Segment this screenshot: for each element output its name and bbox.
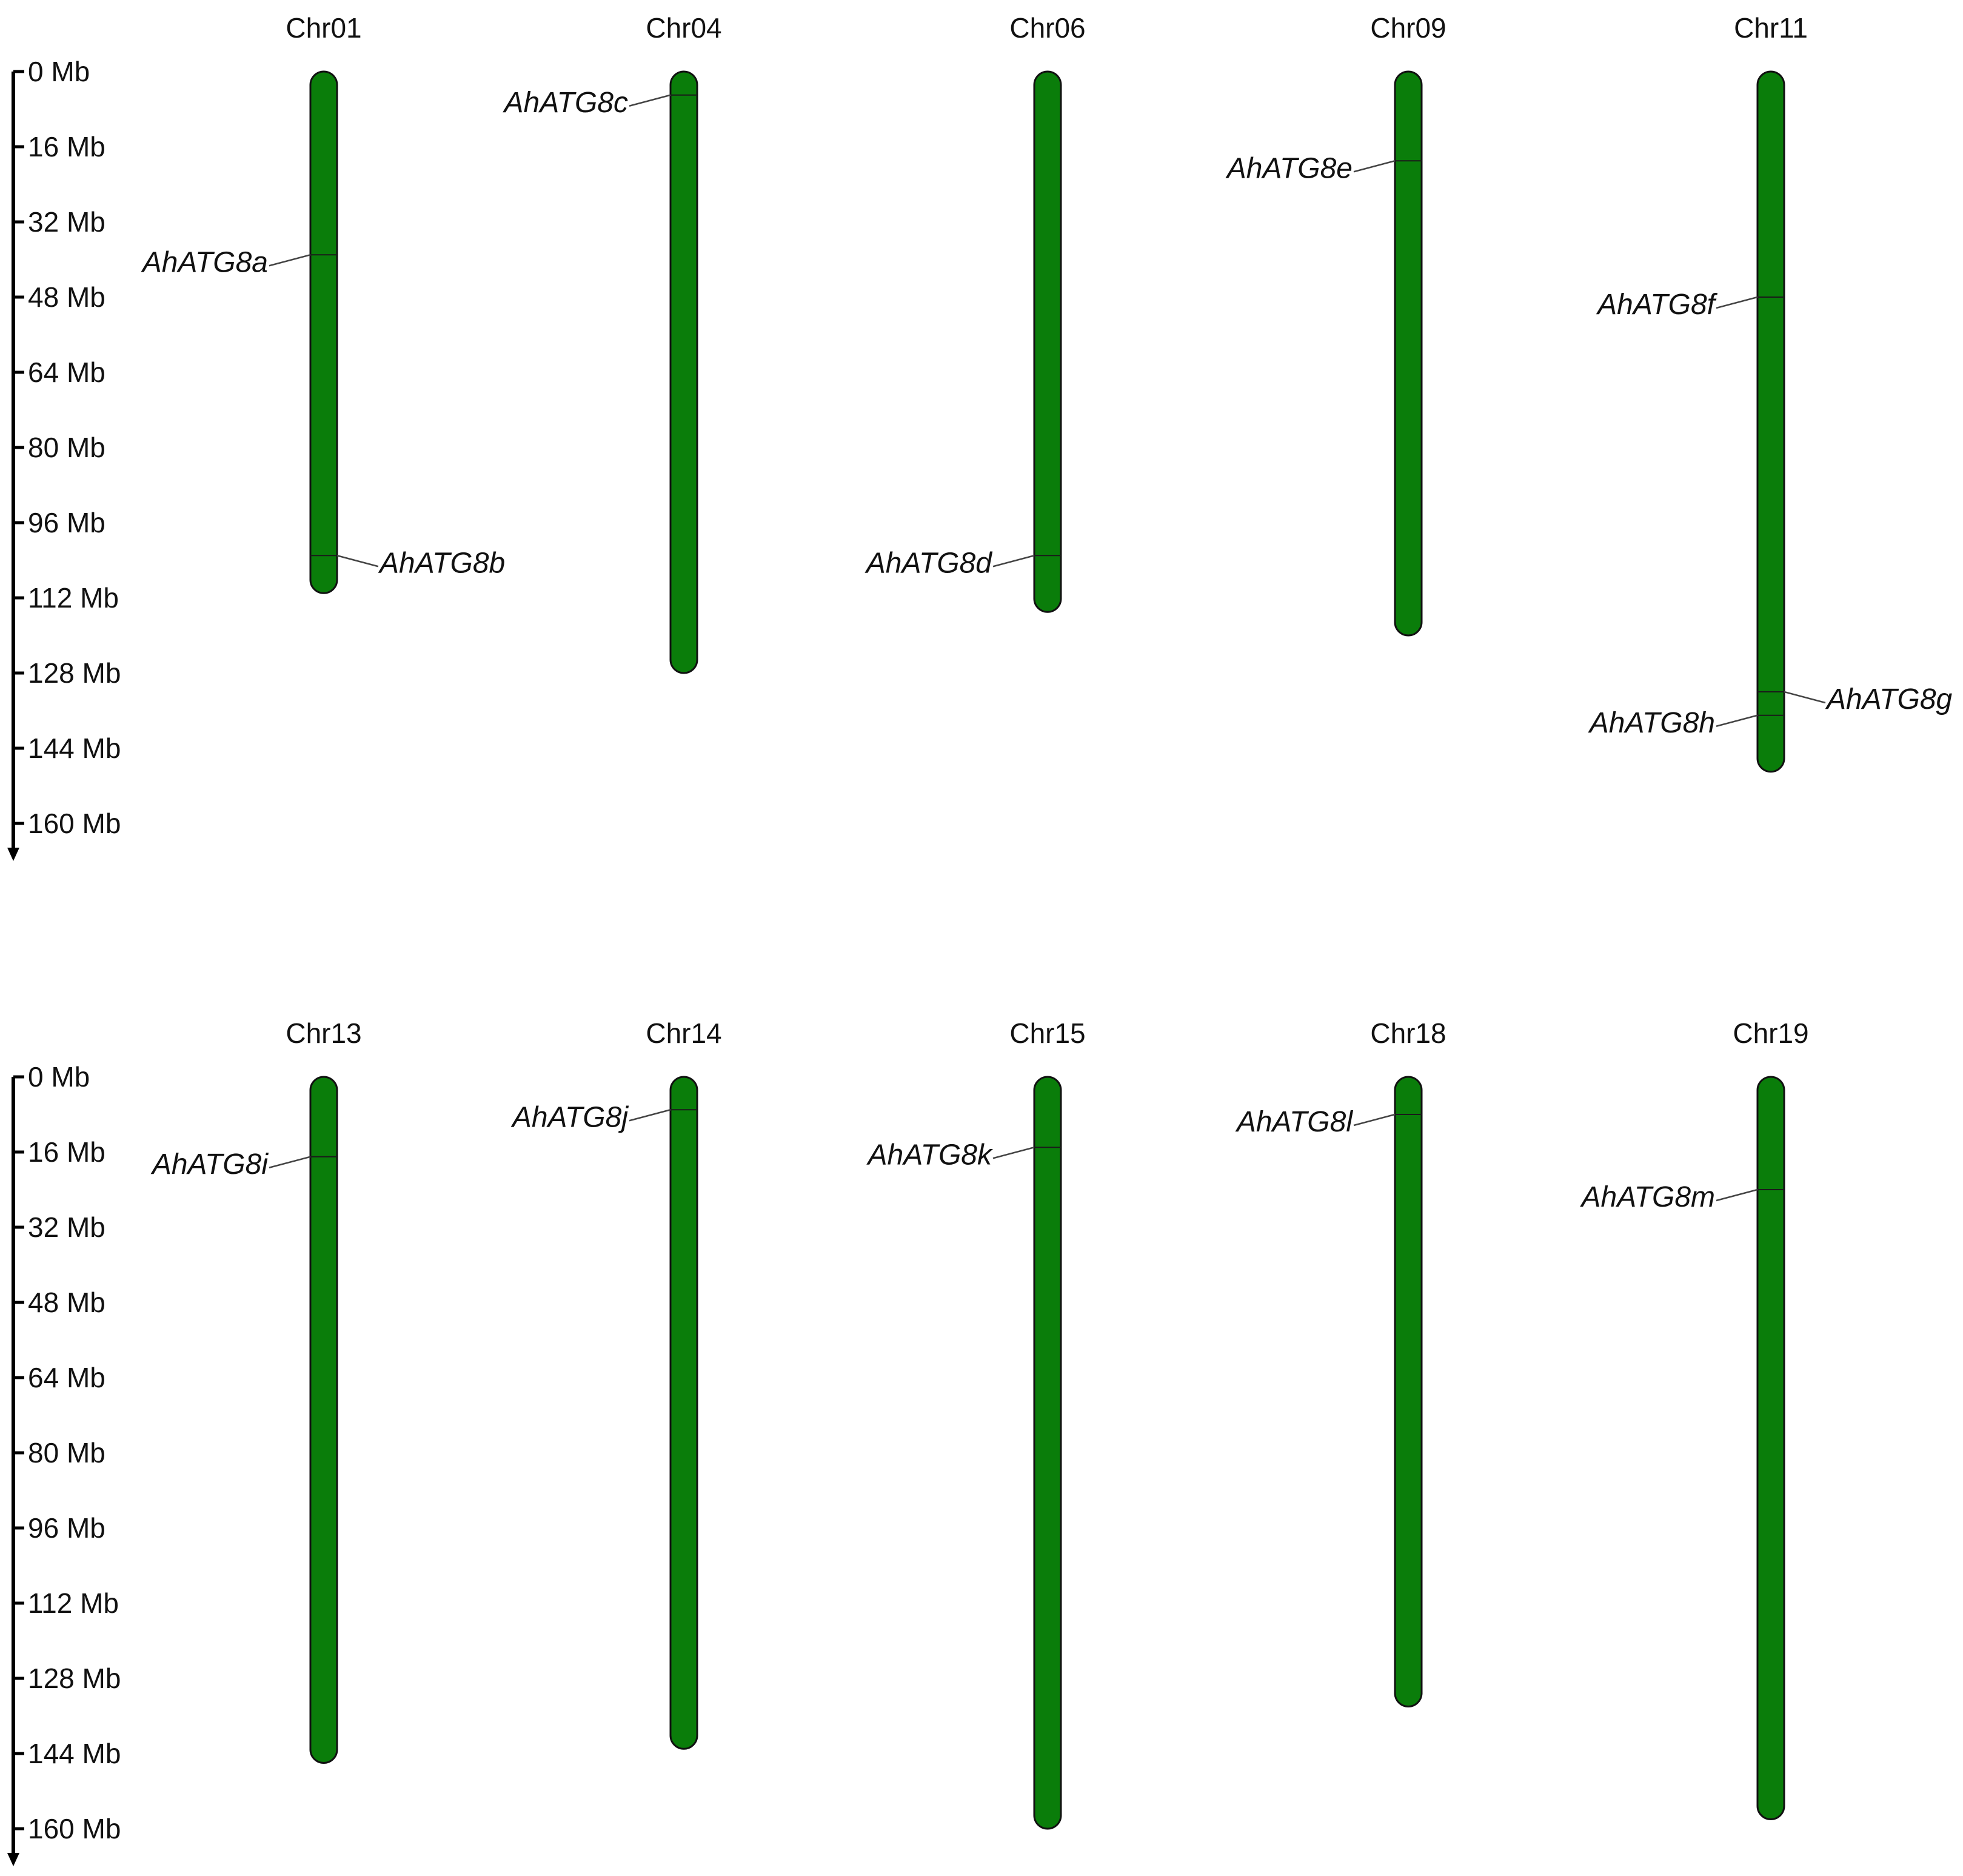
gene-connector [629, 1109, 671, 1122]
gene-label: AhATG8h [1588, 707, 1715, 739]
gene-connector [992, 1147, 1035, 1159]
gene-label: AhATG8i [150, 1148, 269, 1181]
gene-label: AhATG8e [1225, 152, 1353, 184]
axis-tick-label: 80 Mb [28, 432, 105, 463]
axis-tick-label: 128 Mb [28, 1663, 121, 1694]
gene-connector [629, 94, 671, 107]
gene-label: AhATG8f [1596, 289, 1718, 321]
axis-tick-label: 64 Mb [28, 1362, 105, 1393]
gene-label: AhATG8b [378, 547, 505, 579]
gene-label: AhATG8g [1825, 683, 1953, 715]
axis-tick-label: 32 Mb [28, 206, 105, 238]
chromosome-chr14: Chr14 AhATG8j [510, 1017, 722, 1750]
axis-tick-label: 128 Mb [28, 657, 121, 689]
chromosome-bar [1756, 70, 1785, 773]
axis-tick-label: 144 Mb [28, 1738, 121, 1769]
gene-connector [1353, 160, 1396, 173]
chromosome-chr11: Chr11 AhATG8f AhATG8g AhATG8h [1588, 12, 1953, 773]
chromosome-bar [309, 70, 338, 594]
chromosome-chr09: Chr09 AhATG8e [1225, 12, 1446, 637]
chromosome-bar [1756, 1076, 1785, 1820]
chromosome-chr01: Chr01 AhATG8a AhATG8b [141, 12, 505, 594]
gene-label: AhATG8m [1580, 1181, 1716, 1213]
scale-axis: 0 Mb 16 Mb 32 Mb 48 Mb 64 Mb 80 Mb 96 Mb 112 Mb… [7, 1061, 121, 1866]
axis-tick-label: 96 Mb [28, 1512, 105, 1544]
axis-tick-label: 112 Mb [28, 1587, 119, 1619]
chromosome-label: Chr14 [646, 1017, 721, 1049]
axis-tick-label: 160 Mb [28, 1813, 121, 1844]
chromosome-label: Chr11 [1734, 12, 1808, 44]
chromosome-label: Chr01 [286, 12, 361, 44]
chromosome-bar [1394, 70, 1423, 637]
chromosome-label: Chr13 [286, 1017, 361, 1049]
chromosome-bar [1394, 1076, 1423, 1707]
axis-tick-label: 16 Mb [28, 1136, 105, 1168]
chromosome-bar [669, 70, 698, 674]
chromosome-label: Chr09 [1370, 12, 1446, 44]
chromosome-label: Chr15 [1009, 1017, 1085, 1049]
chromosome-chr13: Chr13 AhATG8i [150, 1017, 362, 1764]
gene-connector [269, 254, 311, 267]
chromosome-chr15: Chr15 AhATG8k [866, 1017, 1086, 1830]
axis-tick-label: 112 Mb [28, 582, 119, 614]
gene-label: AhATG8k [866, 1139, 994, 1171]
axis-tick-label: 0 Mb [28, 56, 90, 87]
axis-tick-label: 0 Mb [28, 1061, 90, 1093]
axis-tick-label: 160 Mb [28, 808, 121, 839]
gene-label: AhATG8j [510, 1101, 629, 1133]
chromosome-label: Chr06 [1009, 12, 1085, 44]
axis-tick-label: 32 Mb [28, 1211, 105, 1243]
chromosome-bar [669, 1076, 698, 1750]
gene-connector [1716, 296, 1758, 309]
chromosome-bar [1033, 70, 1062, 613]
chromosome-bar [309, 1076, 338, 1764]
axis-arrow-icon [7, 848, 19, 861]
chromosome-label: Chr18 [1370, 1017, 1446, 1049]
gene-connector [1716, 714, 1758, 727]
gene-connector [992, 555, 1035, 568]
axis-tick-label: 96 Mb [28, 507, 105, 538]
axis-tick-label: 64 Mb [28, 357, 105, 388]
gene-label: AhATG8a [141, 246, 268, 278]
gene-connector [1784, 691, 1826, 704]
axis-tick-label: 16 Mb [28, 131, 105, 162]
chromosome-chr06: Chr06 AhATG8d [864, 12, 1086, 613]
gene-connector [336, 555, 379, 568]
scale-axis: 0 Mb 16 Mb 32 Mb 48 Mb 64 Mb 80 Mb 96 Mb 112 Mb… [7, 56, 121, 861]
gene-label: AhATG8d [864, 547, 993, 579]
gene-label: AhATG8c [502, 87, 628, 119]
axis-tick-label: 144 Mb [28, 732, 121, 764]
gene-connector [269, 1156, 311, 1168]
chromosome-chr19: Chr19 AhATG8m [1580, 1017, 1809, 1820]
chromosome-bar [1033, 1076, 1062, 1830]
chromosome-chr04: Chr04 AhATG8c [502, 12, 722, 674]
gene-connector [1716, 1188, 1758, 1202]
gene-label: AhATG8l [1235, 1106, 1354, 1138]
axis-tick-label: 48 Mb [28, 1287, 105, 1318]
chromosome-label: Chr04 [646, 12, 721, 44]
axis-tick-label: 48 Mb [28, 281, 105, 313]
gene-connector [1353, 1113, 1396, 1127]
axis-tick-label: 80 Mb [28, 1437, 105, 1469]
chromosome-chr18: Chr18 AhATG8l [1235, 1017, 1446, 1707]
chromosome-label: Chr19 [1733, 1017, 1808, 1049]
axis-arrow-icon [7, 1853, 19, 1866]
